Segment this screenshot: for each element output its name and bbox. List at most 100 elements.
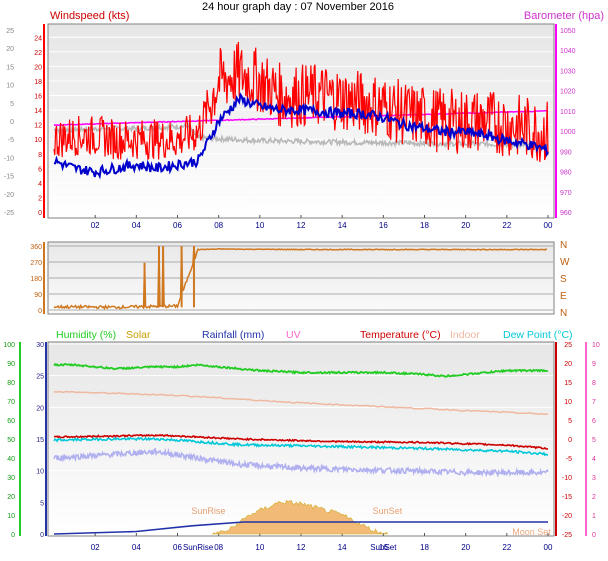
wind-secondary-tick-label: -10 bbox=[4, 155, 14, 162]
uv-tick-label: 2 bbox=[592, 494, 596, 501]
wind-tick-label: 24 bbox=[34, 35, 42, 42]
sun-event-axis-label: SunRise bbox=[183, 543, 214, 552]
wind-tick-label: 2 bbox=[38, 195, 42, 202]
temperature-panel: Humidity (%) Solar Rainfall (mm) UV Temperat… bbox=[3, 329, 600, 552]
wind-x-tick-label: 04 bbox=[132, 221, 141, 230]
humidity-ticks: 0 10 20 30 40 50 60 70 80 90 100 bbox=[3, 342, 21, 539]
wind-secondary-tick-label: 25 bbox=[6, 28, 14, 35]
uv-tick-label: 4 bbox=[592, 456, 596, 463]
wind-secondary-tick-label: -20 bbox=[4, 192, 14, 199]
wind-x-tick-label: 00 bbox=[544, 221, 553, 230]
wind-series bbox=[53, 41, 549, 180]
uv-tick-label: 10 bbox=[592, 342, 600, 349]
legend-entry: Indoor bbox=[450, 329, 480, 341]
temperature-x-tick-label: 18 bbox=[420, 543, 429, 552]
direction-degree-label: 0 bbox=[38, 308, 42, 315]
uv-tick-label: 8 bbox=[592, 380, 596, 387]
legend-entry: Dew Point (°C) bbox=[503, 329, 573, 341]
rainfall-ticks: 0 5 10 15 20 25 30 bbox=[36, 342, 47, 539]
temperature-x-tick-label: 20 bbox=[461, 543, 470, 552]
temperature-tick-label: -5 bbox=[566, 456, 572, 463]
wind-gray-line bbox=[53, 121, 549, 150]
direction-degree-label: 90 bbox=[34, 292, 42, 299]
sun-annotations: SunRise SunSet SunRise SunSet Moon Set bbox=[183, 506, 551, 552]
uv-tick-label: 5 bbox=[592, 437, 596, 444]
temperature-x-tick-label: 10 bbox=[255, 543, 264, 552]
dew-point-line bbox=[53, 436, 549, 457]
temperature-series bbox=[53, 362, 549, 535]
temperature-tick-label: -20 bbox=[562, 513, 572, 520]
sun-event-label: SunRise bbox=[191, 506, 225, 516]
temperature-x-tick-label: 02 bbox=[91, 543, 100, 552]
direction-degree-ticks: 0 90 180 270 360 bbox=[30, 242, 45, 315]
barometer-tick-label: 990 bbox=[560, 149, 572, 156]
wind-panel: Windspeed (kts) Barometer (hpa) 02468101… bbox=[4, 10, 604, 230]
temperature-x-tick-label: 22 bbox=[502, 543, 511, 552]
temperature-legend: Humidity (%) Solar Rainfall (mm) UV Temperat… bbox=[56, 329, 573, 341]
uv-tick-label: 9 bbox=[592, 361, 596, 368]
humidity-tick-label: 100 bbox=[3, 342, 15, 349]
uv-tick-label: 1 bbox=[592, 513, 596, 520]
sun-event-axis-label: SunSet bbox=[370, 543, 397, 552]
barometer-tick-label: 1040 bbox=[560, 48, 576, 55]
rainfall-tick-label: 0 bbox=[40, 532, 44, 539]
wind-secondary-tick-label: -5 bbox=[8, 137, 14, 144]
rainfall-tick-label: 20 bbox=[36, 405, 44, 412]
wind-tick-label: 4 bbox=[38, 181, 42, 188]
wind-x-tick-label: 14 bbox=[338, 221, 347, 230]
legend-entry: Humidity (%) bbox=[56, 329, 116, 341]
barometer-tick-label: 1000 bbox=[560, 129, 576, 136]
temperature-x-tick-label: 08 bbox=[214, 543, 223, 552]
wind-tick-label: 20 bbox=[34, 64, 42, 71]
uv-tick-label: 6 bbox=[592, 418, 596, 425]
direction-compass-label: W bbox=[560, 257, 570, 268]
temperature-x-tick-label: 16 bbox=[379, 543, 388, 552]
lavender-line bbox=[53, 447, 549, 478]
temperature-tick-label: 25 bbox=[564, 342, 572, 349]
wind-tick-label: 22 bbox=[34, 50, 42, 57]
legend-entry: Rainfall (mm) bbox=[202, 329, 264, 341]
wind-tick-label: 16 bbox=[34, 94, 42, 101]
rainfall-tick-label: 15 bbox=[36, 437, 44, 444]
chart-title: 24 hour graph day : 07 November 2016 bbox=[202, 1, 394, 13]
temperature-tick-label: 5 bbox=[568, 418, 572, 425]
temperature-tick-label: -10 bbox=[562, 475, 572, 482]
humidity-tick-label: 10 bbox=[7, 513, 15, 520]
humidity-tick-label: 20 bbox=[7, 494, 15, 501]
rainfall-tick-label: 5 bbox=[40, 500, 44, 507]
rainfall-tick-label: 30 bbox=[36, 342, 44, 349]
temperature-x-ticks: 02 04 06 08 10 12 14 16 18 20 22 00 bbox=[91, 543, 553, 552]
direction-line bbox=[53, 245, 547, 311]
wind-tick-label: 12 bbox=[34, 123, 42, 130]
humidity-tick-label: 50 bbox=[7, 437, 15, 444]
barometer-tick-label: 1020 bbox=[560, 89, 576, 96]
barometer-label: Barometer (hpa) bbox=[524, 10, 604, 22]
wind-x-tick-label: 12 bbox=[297, 221, 306, 230]
wind-x-tick-label: 06 bbox=[173, 221, 182, 230]
uv-tick-label: 7 bbox=[592, 399, 596, 406]
wind-tick-label: 14 bbox=[34, 108, 42, 115]
moonset-label: Moon Set bbox=[512, 527, 551, 537]
temperature-x-tick-label: 04 bbox=[132, 543, 141, 552]
rainfall-line bbox=[53, 521, 548, 535]
wind-secondary-tick-label: -25 bbox=[4, 210, 14, 217]
humidity-tick-label: 80 bbox=[7, 380, 15, 387]
temperature-ticks: -25 -20 -15 -10 -5 0 5 10 15 20 25 bbox=[555, 342, 572, 539]
temperature-tick-label: -15 bbox=[562, 494, 572, 501]
humidity-tick-label: 60 bbox=[7, 418, 15, 425]
temperature-tick-label: 15 bbox=[564, 380, 572, 387]
humidity-line bbox=[53, 362, 549, 378]
wind-x-tick-label: 16 bbox=[379, 221, 388, 230]
wind-secondary-tick-label: 0 bbox=[10, 119, 14, 126]
temperature-tick-label: 10 bbox=[564, 399, 572, 406]
uv-tick-label: 3 bbox=[592, 475, 596, 482]
humidity-tick-label: 30 bbox=[7, 475, 15, 482]
wind-gust-line bbox=[53, 41, 549, 163]
wind-x-tick-label: 08 bbox=[214, 221, 223, 230]
direction-degree-label: 180 bbox=[30, 276, 42, 283]
temperature-x-tick-label: 00 bbox=[544, 543, 553, 552]
wind-tick-label: 6 bbox=[38, 166, 42, 173]
rainfall-tick-label: 10 bbox=[36, 469, 44, 476]
